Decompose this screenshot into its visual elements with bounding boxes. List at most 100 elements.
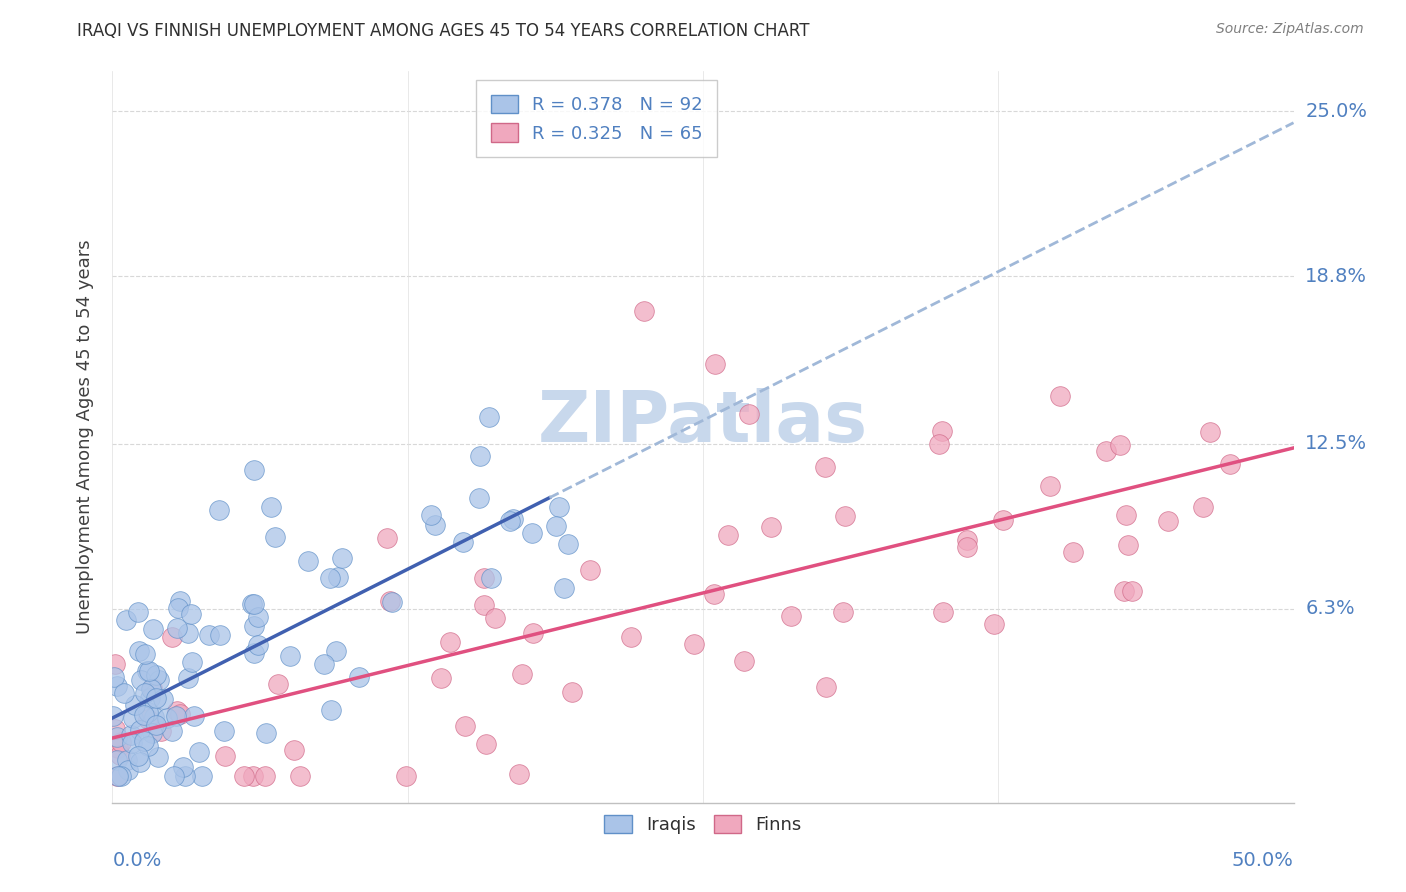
Point	[156, 711, 179, 725]
Point	[117, 763, 139, 777]
Y-axis label: Unemployment Among Ages 45 to 54 years: Unemployment Among Ages 45 to 54 years	[76, 240, 94, 634]
Point	[128, 756, 150, 770]
Point	[107, 741, 129, 756]
Point	[254, 726, 277, 740]
Point	[141, 681, 163, 696]
Point	[983, 616, 1005, 631]
Text: IRAQI VS FINNISH UNEMPLOYMENT AMONG AGES 45 TO 54 YEARS CORRELATION CHART: IRAQI VS FINNISH UNEMPLOYMENT AMONG AGES…	[77, 22, 810, 40]
Point	[243, 597, 266, 611]
Point	[142, 709, 165, 723]
Point	[160, 630, 183, 644]
Point	[420, 508, 443, 522]
Point	[145, 668, 167, 682]
Point	[138, 664, 160, 678]
Point	[259, 500, 281, 514]
Point	[1121, 584, 1143, 599]
Text: Source: ZipAtlas.com: Source: ZipAtlas.com	[1216, 22, 1364, 37]
Point	[243, 463, 266, 477]
Text: 18.8%: 18.8%	[1305, 267, 1367, 285]
Point	[283, 742, 305, 756]
Point	[104, 657, 127, 671]
Point	[243, 646, 266, 660]
Point	[321, 703, 343, 717]
Point	[121, 711, 143, 725]
Point	[779, 608, 801, 623]
Point	[247, 610, 270, 624]
Point	[1114, 584, 1136, 599]
Point	[814, 459, 837, 474]
Text: 6.3%: 6.3%	[1305, 599, 1355, 618]
Point	[104, 722, 127, 736]
Point	[717, 528, 740, 542]
Point	[187, 745, 209, 759]
Point	[548, 500, 571, 514]
Point	[145, 691, 167, 706]
Text: 50.0%: 50.0%	[1232, 851, 1294, 870]
Point	[703, 357, 725, 371]
Point	[472, 571, 495, 585]
Point	[502, 511, 524, 525]
Text: 12.5%: 12.5%	[1305, 434, 1368, 453]
Point	[160, 723, 183, 738]
Point	[484, 610, 506, 624]
Point	[375, 531, 398, 545]
Point	[208, 503, 231, 517]
Point	[132, 708, 155, 723]
Point	[380, 594, 402, 608]
Point	[326, 570, 349, 584]
Point	[197, 628, 219, 642]
Point	[172, 760, 194, 774]
Point	[1049, 389, 1071, 403]
Point	[110, 735, 132, 749]
Point	[831, 605, 853, 619]
Point	[127, 605, 149, 619]
Point	[134, 647, 156, 661]
Point	[479, 571, 502, 585]
Point	[1191, 500, 1213, 515]
Point	[932, 605, 955, 619]
Point	[101, 709, 124, 723]
Point	[121, 736, 143, 750]
Point	[423, 517, 446, 532]
Point	[1039, 479, 1062, 493]
Point	[127, 748, 149, 763]
Point	[105, 730, 128, 744]
Point	[815, 680, 838, 694]
Point	[991, 513, 1014, 527]
Point	[191, 769, 214, 783]
Point	[115, 613, 138, 627]
Point	[395, 769, 418, 783]
Point	[134, 734, 156, 748]
Legend: Iraqis, Finns: Iraqis, Finns	[598, 807, 808, 841]
Point	[124, 698, 146, 712]
Point	[1218, 457, 1240, 471]
Point	[152, 691, 174, 706]
Point	[176, 672, 198, 686]
Point	[620, 630, 643, 644]
Point	[169, 594, 191, 608]
Point	[683, 637, 706, 651]
Point	[148, 673, 170, 687]
Point	[468, 449, 491, 463]
Point	[135, 664, 157, 678]
Point	[297, 553, 319, 567]
Point	[120, 729, 142, 743]
Point	[166, 621, 188, 635]
Point	[472, 599, 495, 613]
Point	[522, 625, 544, 640]
Point	[214, 748, 236, 763]
Point	[478, 410, 501, 425]
Point	[146, 749, 169, 764]
Point	[136, 739, 159, 754]
Point	[103, 670, 125, 684]
Point	[1199, 425, 1222, 439]
Point	[319, 571, 342, 585]
Point	[242, 769, 264, 783]
Text: 25.0%: 25.0%	[1305, 102, 1367, 120]
Point	[429, 671, 451, 685]
Point	[508, 767, 530, 781]
Point	[314, 657, 336, 671]
Point	[128, 644, 150, 658]
Point	[956, 533, 979, 548]
Point	[1157, 515, 1180, 529]
